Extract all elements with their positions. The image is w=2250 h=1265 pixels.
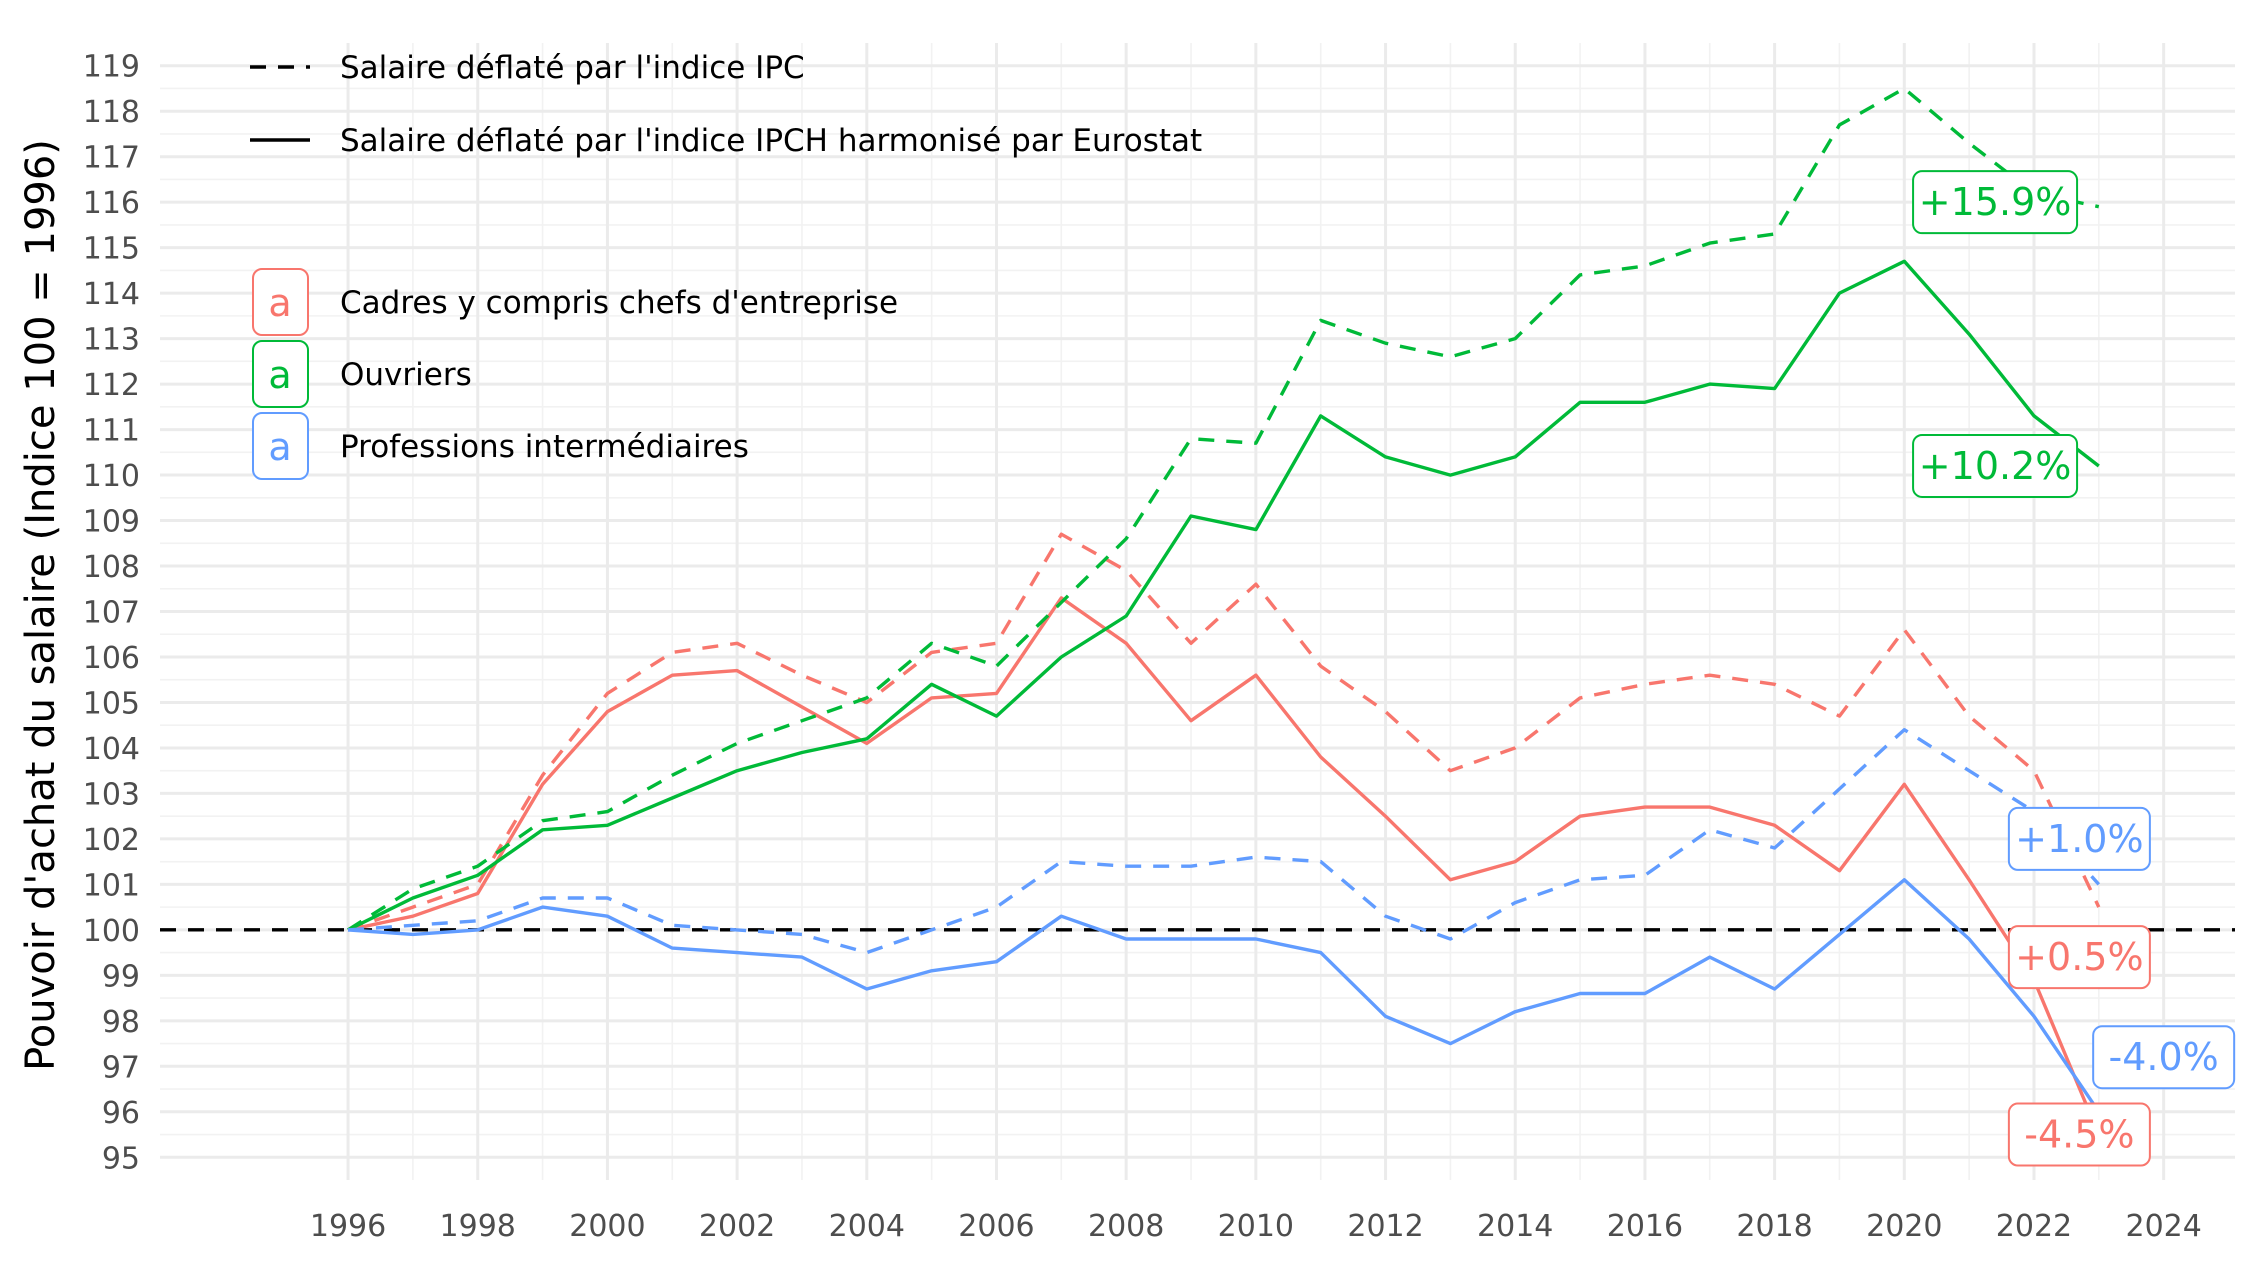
end-label-box xyxy=(1912,433,2079,498)
y-tick-label: 112 xyxy=(83,368,140,403)
y-tick-label: 98 xyxy=(102,1005,140,1040)
series-line xyxy=(347,728,2101,955)
x-tick-label: 1996 xyxy=(310,1209,386,1244)
y-tick-label: 99 xyxy=(102,959,140,994)
y-tick-label: 101 xyxy=(83,868,140,903)
end-label-text: +15.9% xyxy=(1919,180,2072,224)
x-tick-label: 2016 xyxy=(1607,1209,1683,1244)
y-tick-label: 97 xyxy=(102,1050,140,1085)
x-tick-label: 2014 xyxy=(1477,1209,1553,1244)
y-tick-label: 111 xyxy=(83,414,140,449)
legend-linetype-label: Salaire déflaté par l'indice IPC xyxy=(340,50,805,86)
y-tick-label: 108 xyxy=(83,550,140,585)
end-label-box xyxy=(2007,806,2151,871)
y-tick-label: 117 xyxy=(83,141,140,176)
y-tick-label: 105 xyxy=(83,686,140,721)
legend-color-label: Ouvriers xyxy=(340,357,472,393)
legend-color-key-glyph: a xyxy=(268,281,291,325)
y-tick-label: 118 xyxy=(83,95,140,130)
end-labels: +15.9% +10.2% +1.0% +0.5% -4.0% -4.5% xyxy=(1912,170,2236,1167)
y-tick-label: 95 xyxy=(102,1141,140,1176)
legend-color-key xyxy=(252,340,309,408)
y-tick-label: 110 xyxy=(83,459,140,494)
end-label-text: -4.5% xyxy=(2024,1113,2134,1157)
x-tick-label: 2010 xyxy=(1218,1209,1294,1244)
end-label-text: -4.0% xyxy=(2109,1035,2219,1079)
series-line xyxy=(347,878,2101,1113)
y-tick-label: 100 xyxy=(83,914,140,949)
legend-color-label: Professions intermédiaires xyxy=(340,429,749,465)
y-tick-label: 114 xyxy=(83,277,140,312)
legend-linetype-label: Salaire déflaté par l'indice IPCH harmon… xyxy=(340,123,1202,159)
x-tick-label: 2006 xyxy=(958,1209,1034,1244)
x-tick-label: 2020 xyxy=(1866,1209,1942,1244)
end-label-box xyxy=(2007,1102,2151,1167)
x-tick-label: 2008 xyxy=(1088,1209,1164,1244)
legend-color-label: Cadres y compris chefs d'entreprise xyxy=(340,285,898,321)
y-tick-label: 103 xyxy=(83,777,140,812)
grid-major xyxy=(160,43,2235,1180)
y-tick-label: 109 xyxy=(83,505,140,540)
y-tick-label: 107 xyxy=(83,596,140,631)
end-label-box xyxy=(2092,1025,2236,1090)
x-tick-label: 2024 xyxy=(2125,1209,2201,1244)
legend-color-key-glyph: a xyxy=(268,353,291,397)
legend: Salaire déflaté par l'indice IPC Salaire … xyxy=(250,50,1202,480)
end-label-text: +10.2% xyxy=(1919,444,2072,488)
series-line xyxy=(347,532,2101,932)
y-axis-title: Pouvoir d'achat du salaire (Indice 100 =… xyxy=(18,139,64,1071)
end-label-box xyxy=(1912,170,2079,235)
x-tick-label: 2018 xyxy=(1736,1209,1812,1244)
y-tick-label: 113 xyxy=(83,323,140,358)
y-axis-tick-labels: 95 96 97 98 99 100 101 102 103 104 105 106 107 108 109… xyxy=(83,50,140,1177)
end-label-text: +1.0% xyxy=(2015,817,2143,861)
series-line xyxy=(347,596,2101,1136)
x-tick-label: 2002 xyxy=(699,1209,775,1244)
series-line xyxy=(347,259,2100,932)
y-tick-label: 116 xyxy=(83,186,140,221)
x-tick-label: 2004 xyxy=(829,1209,905,1244)
legend-color-key-glyph: a xyxy=(268,425,291,469)
y-tick-label: 106 xyxy=(83,641,140,676)
end-label-text: +0.5% xyxy=(2015,935,2143,979)
x-tick-label: 2000 xyxy=(569,1209,645,1244)
series-layer xyxy=(347,86,2101,1136)
y-tick-label: 115 xyxy=(83,232,140,267)
y-tick-label: 102 xyxy=(83,823,140,858)
x-tick-label: 2022 xyxy=(1996,1209,2072,1244)
end-label-box xyxy=(2007,925,2151,990)
legend-color-key xyxy=(252,268,309,336)
x-axis-tick-labels: 1996 1998 2000 2002 2004 2006 2008 2010 2012 2014… xyxy=(310,1209,2202,1244)
y-tick-label: 104 xyxy=(83,732,140,767)
y-tick-label: 96 xyxy=(102,1096,140,1131)
y-tick-label: 119 xyxy=(83,50,140,85)
x-tick-label: 2012 xyxy=(1347,1209,1423,1244)
x-tick-label: 1998 xyxy=(440,1209,516,1244)
series-line xyxy=(347,86,2100,932)
legend-color-key xyxy=(252,412,309,480)
